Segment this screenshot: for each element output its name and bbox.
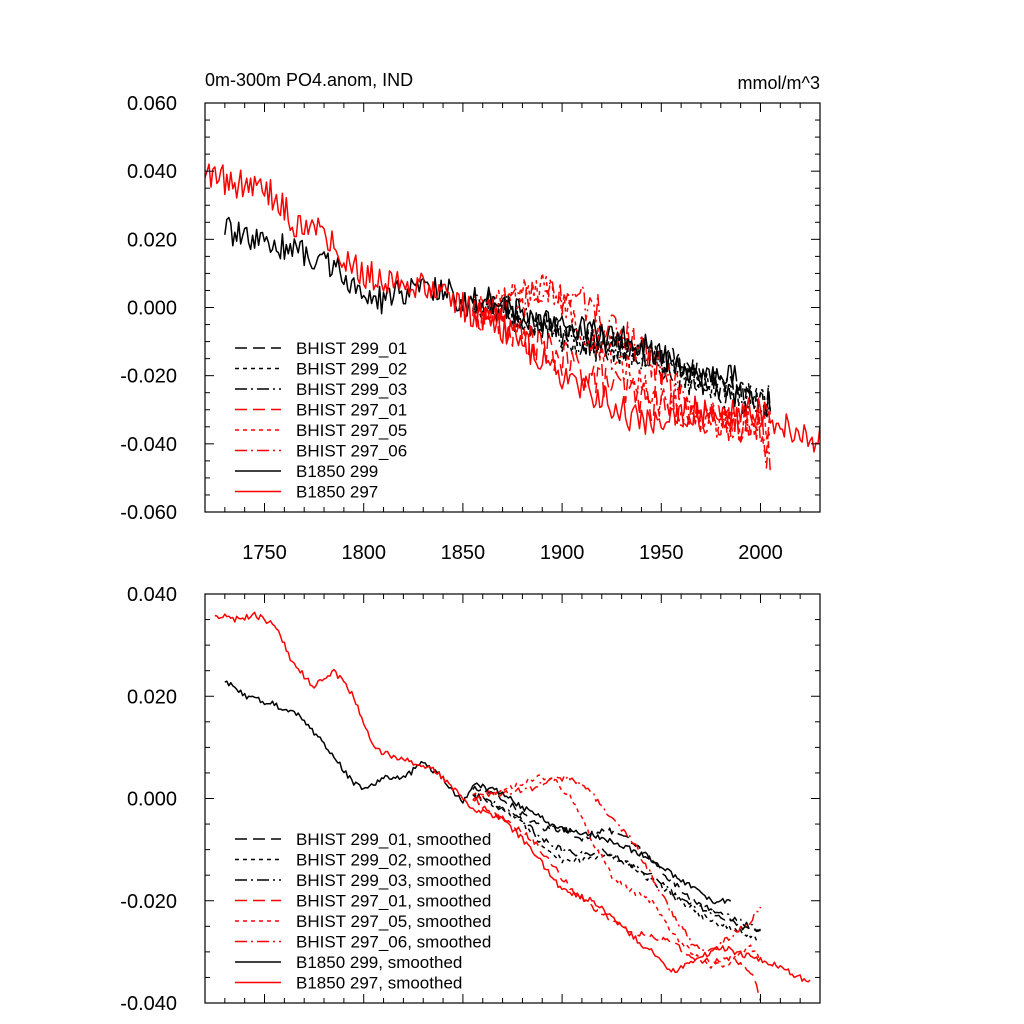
series-line xyxy=(472,797,762,1002)
legend-label: BHIST 297_05 xyxy=(296,421,407,440)
y-tick-label: 0.000 xyxy=(127,298,177,320)
legend-label: BHIST 299_01 xyxy=(296,339,407,358)
y-tick-label: 0.020 xyxy=(127,686,177,708)
y-tick-label: 0.060 xyxy=(127,93,177,115)
series-line xyxy=(472,279,772,474)
legend-label: BHIST 299_03, smoothed xyxy=(296,871,491,890)
series-line xyxy=(205,163,820,453)
series-line xyxy=(472,292,772,415)
series-line xyxy=(472,793,762,933)
legend-label: BHIST 297_06, smoothed xyxy=(296,933,491,952)
x-tick-label: 1750 xyxy=(242,542,287,564)
series-group xyxy=(214,611,811,1002)
series-line xyxy=(224,680,732,905)
legend-label: BHIST 299_02 xyxy=(296,360,407,379)
y-tick-label: 0.040 xyxy=(127,161,177,183)
y-tick-label: -0.020 xyxy=(120,366,177,388)
y-tick-label: -0.060 xyxy=(120,502,177,524)
y-tick-label: -0.040 xyxy=(120,434,177,456)
series-line xyxy=(472,793,761,942)
legend-label: BHIST 299_02, smoothed xyxy=(296,851,491,870)
series-line xyxy=(472,785,761,932)
legend-label: BHIST 299_03 xyxy=(296,380,407,399)
series-line xyxy=(472,774,762,969)
legend-label: B1850 299 xyxy=(296,462,378,481)
series-line xyxy=(472,295,772,420)
x-tick-label: 1800 xyxy=(341,542,386,564)
legend-label: B1850 297, smoothed xyxy=(296,974,462,993)
x-tick-label: 1850 xyxy=(441,542,486,564)
series-line xyxy=(472,272,772,444)
y-tick-label: -0.040 xyxy=(120,993,177,1015)
x-tick-label: 1900 xyxy=(540,542,585,564)
x-tick-label: 1950 xyxy=(639,542,684,564)
legend: BHIST 299_01, smoothed BHIST 299_02, smoo… xyxy=(235,830,491,993)
legend-label: B1850 297 xyxy=(296,483,378,502)
legend-label: BHIST 297_05, smoothed xyxy=(296,912,491,931)
legend-label: B1850 299, smoothed xyxy=(296,953,462,972)
legend-label: BHIST 299_01, smoothed xyxy=(296,830,491,849)
y-tick-label: 0.040 xyxy=(127,584,177,606)
series-line xyxy=(472,292,772,416)
series-group xyxy=(205,163,820,474)
series-line xyxy=(214,611,811,983)
units-label: mmol/m^3 xyxy=(738,73,820,93)
y-tick-label: -0.020 xyxy=(120,891,177,913)
y-tick-label: 0.020 xyxy=(127,229,177,251)
top-chart-panel: 0m-300m PO4.anom, IND mmol/m^3 1750 1800 1… xyxy=(120,70,821,564)
y-tick-label: 0.000 xyxy=(127,789,177,811)
legend-label: BHIST 297_06 xyxy=(296,442,407,461)
x-tick-label: 2000 xyxy=(738,542,783,564)
series-line xyxy=(472,775,762,952)
legend-label: BHIST 297_01 xyxy=(296,401,407,420)
chart-title: 0m-300m PO4.anom, IND xyxy=(205,70,413,90)
bottom-chart-panel: 0.040 0.020 0.000 -0.020 -0.040 BHIST 299_01,… xyxy=(120,584,821,1015)
legend-label: BHIST 297_01, smoothed xyxy=(296,892,491,911)
